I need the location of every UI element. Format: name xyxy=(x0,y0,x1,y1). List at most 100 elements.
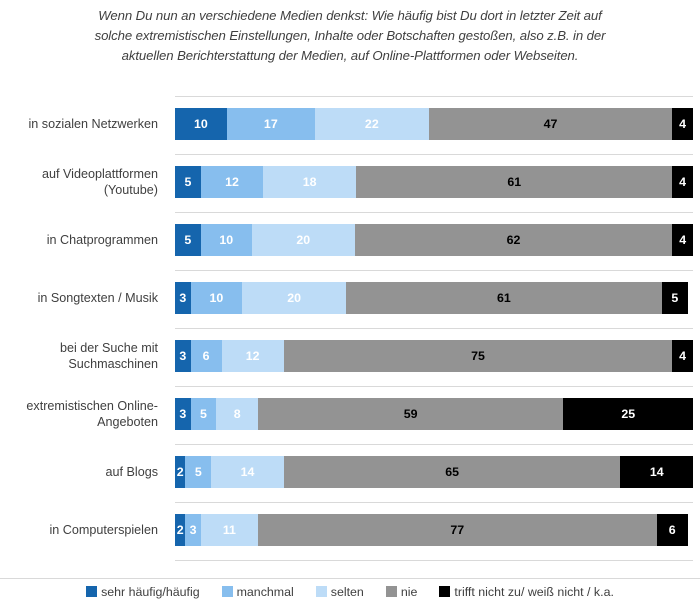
category-label: in Songtexten / Musik xyxy=(0,290,166,306)
chart-bar-row: in Computerspielen 2 3 11 77 6 xyxy=(0,514,700,546)
category-label: in Chatprogrammen xyxy=(0,232,166,248)
stacked-bar: 5 12 18 61 4 xyxy=(175,166,693,198)
category-label: in Computerspielen xyxy=(0,522,166,538)
bar-segment[interactable]: 4 xyxy=(672,108,693,140)
chart-plot-area: in sozialen Netzwerken 10 17 22 47 4 auf Video… xyxy=(0,96,700,566)
category-label-line: Angeboten xyxy=(97,415,158,429)
bar-segment[interactable]: 11 xyxy=(200,514,258,546)
bar-segment[interactable]: 17 xyxy=(226,108,315,140)
chart-bar-row: extremistischen Online- Angeboten 3 5 8 59 25 xyxy=(0,398,700,430)
chart-bar-row: bei der Suche mit Suchmaschinen 3 6 12 75 4 xyxy=(0,340,700,372)
category-label-line: auf Videoplattformen xyxy=(42,167,158,181)
bar-segment[interactable]: 4 xyxy=(672,340,693,372)
bar-segment[interactable]: 6 xyxy=(190,340,222,372)
bar-segment[interactable]: 5 xyxy=(175,166,201,198)
bar-segment[interactable]: 4 xyxy=(672,224,693,256)
legend-item[interactable]: manchmal xyxy=(221,585,294,599)
legend-swatch-icon xyxy=(439,586,451,597)
bar-value-label: 3 xyxy=(179,407,187,421)
bar-segment[interactable]: 4 xyxy=(672,166,693,198)
bar-segment[interactable]: 14 xyxy=(620,456,693,488)
legend-item[interactable]: selten xyxy=(315,584,364,599)
bar-segment[interactable]: 3 xyxy=(175,398,191,430)
bar-segment[interactable]: 10 xyxy=(200,224,252,256)
chart-bar-row: auf Blogs 2 5 14 65 14 xyxy=(0,456,700,488)
bar-value-label: 2 xyxy=(176,465,184,479)
legend-label: selten xyxy=(330,584,364,599)
bar-segment[interactable]: 20 xyxy=(251,224,355,256)
bar-segment[interactable]: 22 xyxy=(314,108,429,140)
bar-segment[interactable]: 10 xyxy=(190,282,243,314)
gridline xyxy=(175,270,693,271)
chart-bar-row: auf Videoplattformen (Youtube) 5 12 18 61 4 xyxy=(0,166,700,198)
bar-value-label: 5 xyxy=(671,291,679,305)
chart-bar-row: in sozialen Netzwerken 10 17 22 47 4 xyxy=(0,108,700,140)
bar-value-label: 12 xyxy=(245,349,260,363)
bar-segment[interactable]: 5 xyxy=(175,224,201,256)
bar-segment[interactable]: 12 xyxy=(221,340,284,372)
category-label: auf Blogs xyxy=(0,464,166,480)
bar-segment[interactable]: 14 xyxy=(211,456,284,488)
bar-segment[interactable]: 62 xyxy=(354,224,673,256)
category-label: in sozialen Netzwerken xyxy=(0,116,166,132)
stacked-bar: 10 17 22 47 4 xyxy=(175,108,693,140)
bar-value-label: 4 xyxy=(679,175,687,189)
stacked-bar: 3 6 12 75 4 xyxy=(175,340,693,372)
bar-segment[interactable]: 12 xyxy=(200,166,264,198)
bar-segment[interactable]: 59 xyxy=(257,398,564,430)
bar-value-label: 20 xyxy=(296,233,311,247)
legend-label: trifft nicht zu/ weiß nicht / k.a. xyxy=(454,584,614,599)
gridline xyxy=(175,328,693,329)
category-label-line: in Computerspielen xyxy=(49,523,158,537)
bar-segment[interactable]: 65 xyxy=(283,456,621,488)
gridline xyxy=(175,212,693,213)
bar-segment[interactable]: 77 xyxy=(257,514,657,546)
gridline xyxy=(175,560,693,561)
bar-segment[interactable]: 3 xyxy=(175,340,191,372)
bar-value-label: 5 xyxy=(184,233,192,247)
bar-segment[interactable]: 25 xyxy=(563,398,693,430)
bar-value-label: 75 xyxy=(471,349,485,363)
category-label-line: in Songtexten / Musik xyxy=(37,291,158,305)
bar-segment[interactable]: 3 xyxy=(185,514,201,546)
bar-value-label: 5 xyxy=(194,465,202,479)
bar-segment[interactable]: 6 xyxy=(656,514,688,546)
bar-value-label: 2 xyxy=(176,523,184,537)
bar-segment[interactable]: 8 xyxy=(216,398,258,430)
stacked-bar: 3 5 8 59 25 xyxy=(175,398,693,430)
bar-segment[interactable]: 3 xyxy=(175,282,191,314)
bar-value-label: 5 xyxy=(200,407,207,421)
category-label: auf Videoplattformen (Youtube) xyxy=(0,166,166,198)
category-label: extremistischen Online- Angeboten xyxy=(0,398,166,430)
bar-value-label: 25 xyxy=(621,407,636,421)
bar-segment[interactable]: 47 xyxy=(428,108,673,140)
bar-segment[interactable]: 2 xyxy=(175,456,186,488)
bar-value-label: 61 xyxy=(507,175,522,189)
category-label-line: bei der Suche mit xyxy=(59,341,158,355)
gridline xyxy=(175,96,693,97)
bar-segment[interactable]: 61 xyxy=(356,166,673,198)
legend-item[interactable]: nie xyxy=(385,585,417,599)
legend-swatch-icon xyxy=(86,586,98,597)
bar-value-label: 11 xyxy=(222,523,236,537)
legend-swatch-icon xyxy=(221,586,233,597)
bar-segment[interactable]: 5 xyxy=(185,456,212,488)
bar-segment[interactable]: 2 xyxy=(175,514,186,546)
legend-item[interactable]: trifft nicht zu/ weiß nicht / k.a. xyxy=(439,585,614,599)
bar-value-label: 65 xyxy=(445,465,459,479)
gridline xyxy=(175,502,693,503)
category-label-line: (Youtube) xyxy=(103,183,158,197)
bar-segment[interactable]: 20 xyxy=(242,282,346,314)
bar-value-label: 10 xyxy=(194,117,208,131)
bar-segment[interactable]: 18 xyxy=(263,166,357,198)
bar-value-label: 14 xyxy=(240,465,255,479)
bar-segment[interactable]: 5 xyxy=(661,282,688,314)
bar-segment[interactable]: 61 xyxy=(345,282,662,314)
chart-title-line-3: aktuellen Berichterstattung der Medien, … xyxy=(121,48,579,63)
legend-item[interactable]: sehr häufig/häufig xyxy=(86,585,200,599)
bar-segment[interactable]: 75 xyxy=(283,340,673,372)
bar-segment[interactable]: 5 xyxy=(190,398,217,430)
category-label-line: extremistischen Online- xyxy=(26,399,158,413)
bar-segment[interactable]: 10 xyxy=(175,108,227,140)
bar-value-label: 17 xyxy=(263,117,278,131)
